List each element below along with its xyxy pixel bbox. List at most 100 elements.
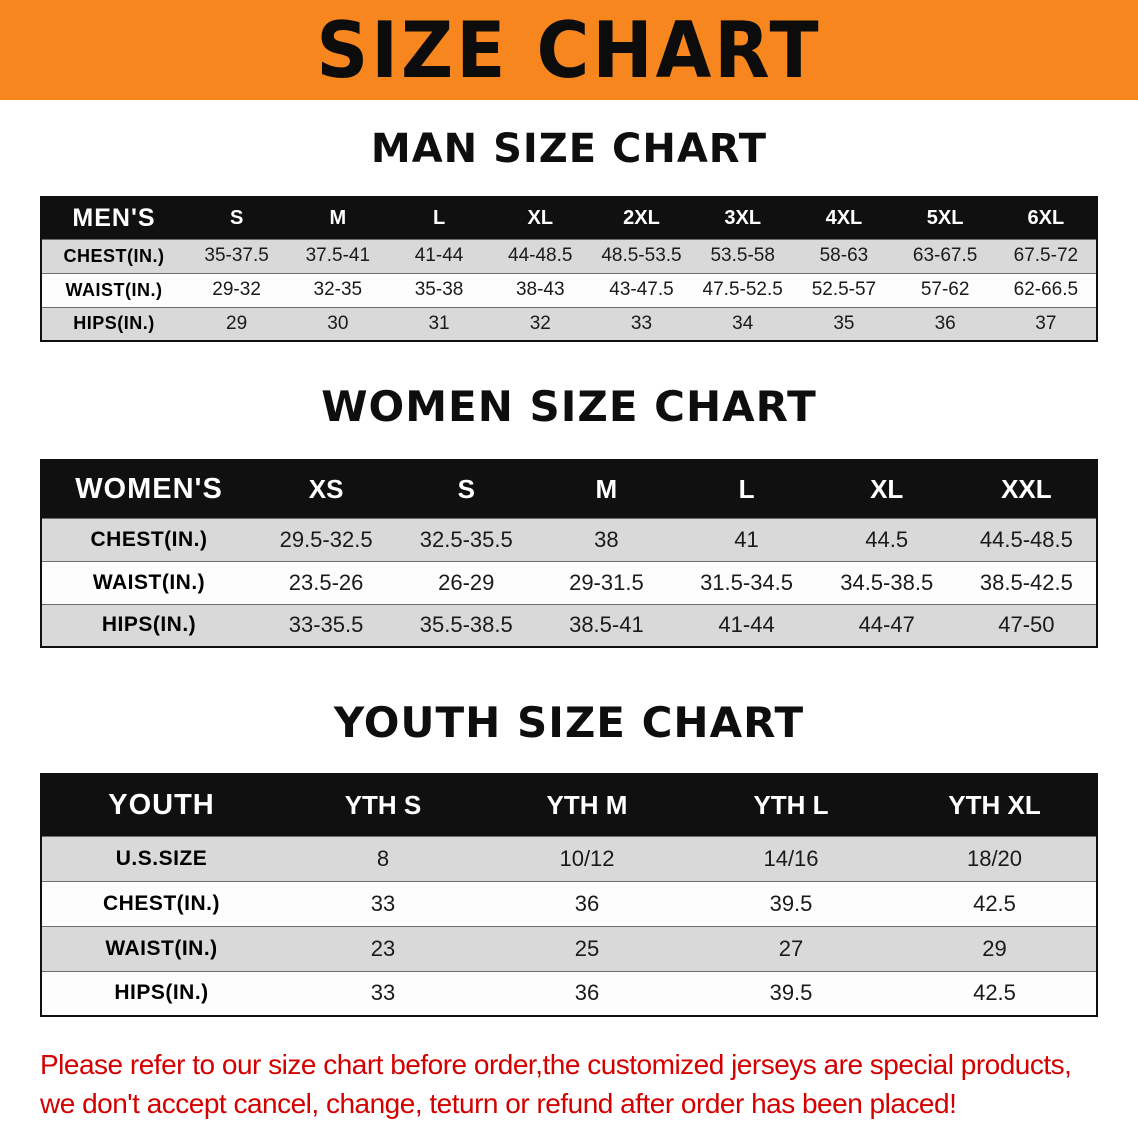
row-label: U.S.SIZE: [115, 846, 208, 870]
page-title: SIZE CHART: [316, 4, 822, 96]
size-value-cell: 38: [594, 526, 619, 552]
size-column-header: XXL: [1001, 473, 1052, 504]
size-value-cell: 47.5-52.5: [702, 279, 783, 300]
table-row: HIPS(IN.) 29 30 31 32 33 34 35 36 37: [41, 307, 1097, 341]
size-column-header: 2XL: [623, 206, 660, 229]
men-size-table: MEN'S S M L XL 2XL 3XL 4XL 5XL 6XL CHEST(IN.) 35-37…: [40, 196, 1098, 342]
women-size-section: WOMEN SIZE CHART WOMEN'S XS S M L XL XXL CHEST(…: [0, 382, 1138, 648]
size-value-cell: 39.5: [769, 890, 813, 916]
banner: SIZE CHART: [0, 0, 1138, 100]
size-value-cell: 58-63: [819, 245, 869, 266]
size-value-cell: 36: [574, 980, 600, 1006]
size-value-cell: 52.5-57: [811, 279, 877, 300]
size-value-cell: 35-37.5: [204, 245, 269, 266]
size-value-cell: 23: [370, 935, 396, 961]
row-label: CHEST(IN.): [103, 891, 220, 915]
size-value-cell: 25: [574, 935, 600, 961]
size-value-cell: 18/20: [966, 845, 1023, 871]
size-value-cell: 29: [226, 312, 248, 334]
size-value-cell: 39.5: [769, 980, 813, 1006]
size-column-header: S: [457, 473, 475, 504]
row-label: CHEST(IN.): [63, 245, 165, 266]
size-column-header: XS: [308, 473, 344, 504]
table-header-row: WOMEN'S XS S M L XL XXL: [41, 460, 1097, 518]
size-value-cell: 36: [934, 312, 956, 334]
table-row: HIPS(IN.) 33-35.5 35.5-38.5 38.5-41 41-44 44-…: [41, 604, 1097, 647]
size-value-cell: 31: [428, 312, 450, 334]
men-size-section: MAN SIZE CHART MEN'S S M L XL 2XL 3XL 4XL 5XL 6XL…: [0, 126, 1138, 342]
size-column-header: YTH S: [344, 789, 422, 820]
size-value-cell: 44-48.5: [508, 245, 573, 266]
size-column-header: 6XL: [1027, 206, 1065, 229]
size-value-cell: 14/16: [763, 845, 819, 871]
size-value-cell: 38.5-41: [569, 612, 644, 638]
size-value-cell: 42.5: [973, 890, 1016, 916]
size-column-header: XL: [527, 206, 554, 229]
size-value-cell: 30: [327, 312, 349, 334]
size-value-cell: 8: [376, 845, 390, 871]
size-value-cell: 33: [630, 312, 653, 334]
size-column-header: 4XL: [825, 206, 863, 229]
size-value-cell: 26-29: [438, 569, 495, 595]
size-value-cell: 67.5-72: [1013, 245, 1079, 266]
size-value-cell: 31.5-34.5: [700, 569, 794, 595]
size-column-header: 3XL: [724, 206, 762, 229]
size-column-header: YTH M: [546, 789, 628, 820]
table-title-cell: WOMEN'S: [75, 472, 223, 505]
size-column-header: M: [329, 206, 347, 229]
size-table: WOMEN'S XS S M L XL XXL CHEST(IN.) 29.5-32.5 32.5…: [40, 459, 1098, 648]
size-column-header: XL: [870, 473, 904, 504]
size-value-cell: 27: [778, 935, 804, 961]
table-title-cell: YOUTH: [108, 788, 215, 821]
size-value-cell: 35.5-38.5: [419, 612, 513, 638]
size-value-cell: 32-35: [313, 279, 363, 300]
size-value-cell: 43-47.5: [609, 279, 674, 300]
size-value-cell: 33-35.5: [288, 612, 364, 638]
row-label: HIPS(IN.): [114, 981, 209, 1005]
size-value-cell: 44-47: [858, 612, 915, 638]
row-label: WAIST(IN.): [105, 936, 218, 960]
disclaimer-line-1: Please refer to our size chart before or…: [40, 1049, 1072, 1080]
table-row: U.S.SIZE 8 10/12 14/16 18/20: [41, 836, 1097, 881]
size-value-cell: 44.5: [865, 526, 909, 552]
table-row: WAIST(IN.) 23.5-26 26-29 29-31.5 31.5-34.5 34…: [41, 561, 1097, 604]
women-size-table: WOMEN'S XS S M L XL XXL CHEST(IN.) 29.5-32.5 32.5…: [40, 459, 1098, 648]
row-label: HIPS(IN.): [73, 313, 155, 334]
size-value-cell: 62-66.5: [1013, 279, 1079, 300]
table-row: HIPS(IN.) 33 36 39.5 42.5: [41, 971, 1097, 1016]
table-row: WAIST(IN.) 29-32 32-35 35-38 38-43 43-47.5 47.…: [41, 273, 1097, 307]
size-value-cell: 36: [574, 890, 600, 916]
size-value-cell: 35-38: [414, 279, 464, 300]
size-value-cell: 53.5-58: [710, 245, 775, 266]
row-label: HIPS(IN.): [101, 613, 197, 637]
table-row: CHEST(IN.) 35-37.5 37.5-41 41-44 44-48.5 48.5…: [41, 239, 1097, 273]
men-section-heading: MAN SIZE CHART: [370, 126, 768, 172]
size-column-header: M: [595, 473, 618, 504]
size-value-cell: 37.5-41: [305, 245, 371, 266]
table-header-row: MEN'S S M L XL 2XL 3XL 4XL 5XL 6XL: [41, 197, 1097, 239]
size-value-cell: 44.5-48.5: [979, 526, 1073, 552]
size-value-cell: 29: [982, 935, 1007, 961]
size-value-cell: 57-62: [920, 279, 970, 300]
size-column-header: 5XL: [926, 206, 964, 229]
size-value-cell: 41-44: [718, 612, 775, 638]
size-value-cell: 23.5-26: [288, 569, 364, 595]
size-value-cell: 10/12: [559, 845, 615, 871]
size-table: MEN'S S M L XL 2XL 3XL 4XL 5XL 6XL CHEST(IN.) 35-37…: [40, 196, 1098, 342]
size-value-cell: 35: [833, 312, 855, 334]
size-value-cell: 47-50: [998, 612, 1055, 638]
size-value-cell: 34: [732, 312, 754, 334]
size-column-header: L: [432, 206, 446, 229]
size-value-cell: 29-31.5: [569, 569, 644, 595]
disclaimer-note: Please refer to our size chart before or…: [40, 1045, 1098, 1123]
size-value-cell: 37: [1035, 312, 1057, 334]
youth-size-section: YOUTH SIZE CHART YOUTH YTH S YTH M YTH L YTH…: [0, 698, 1138, 1017]
size-value-cell: 32: [529, 312, 551, 334]
size-value-cell: 41-44: [414, 245, 464, 266]
size-value-cell: 34.5-38.5: [840, 569, 934, 595]
size-value-cell: 48.5-53.5: [601, 245, 682, 266]
size-column-header: L: [738, 473, 755, 504]
women-section-heading: WOMEN SIZE CHART: [321, 382, 817, 431]
youth-section-heading: YOUTH SIZE CHART: [333, 698, 805, 747]
